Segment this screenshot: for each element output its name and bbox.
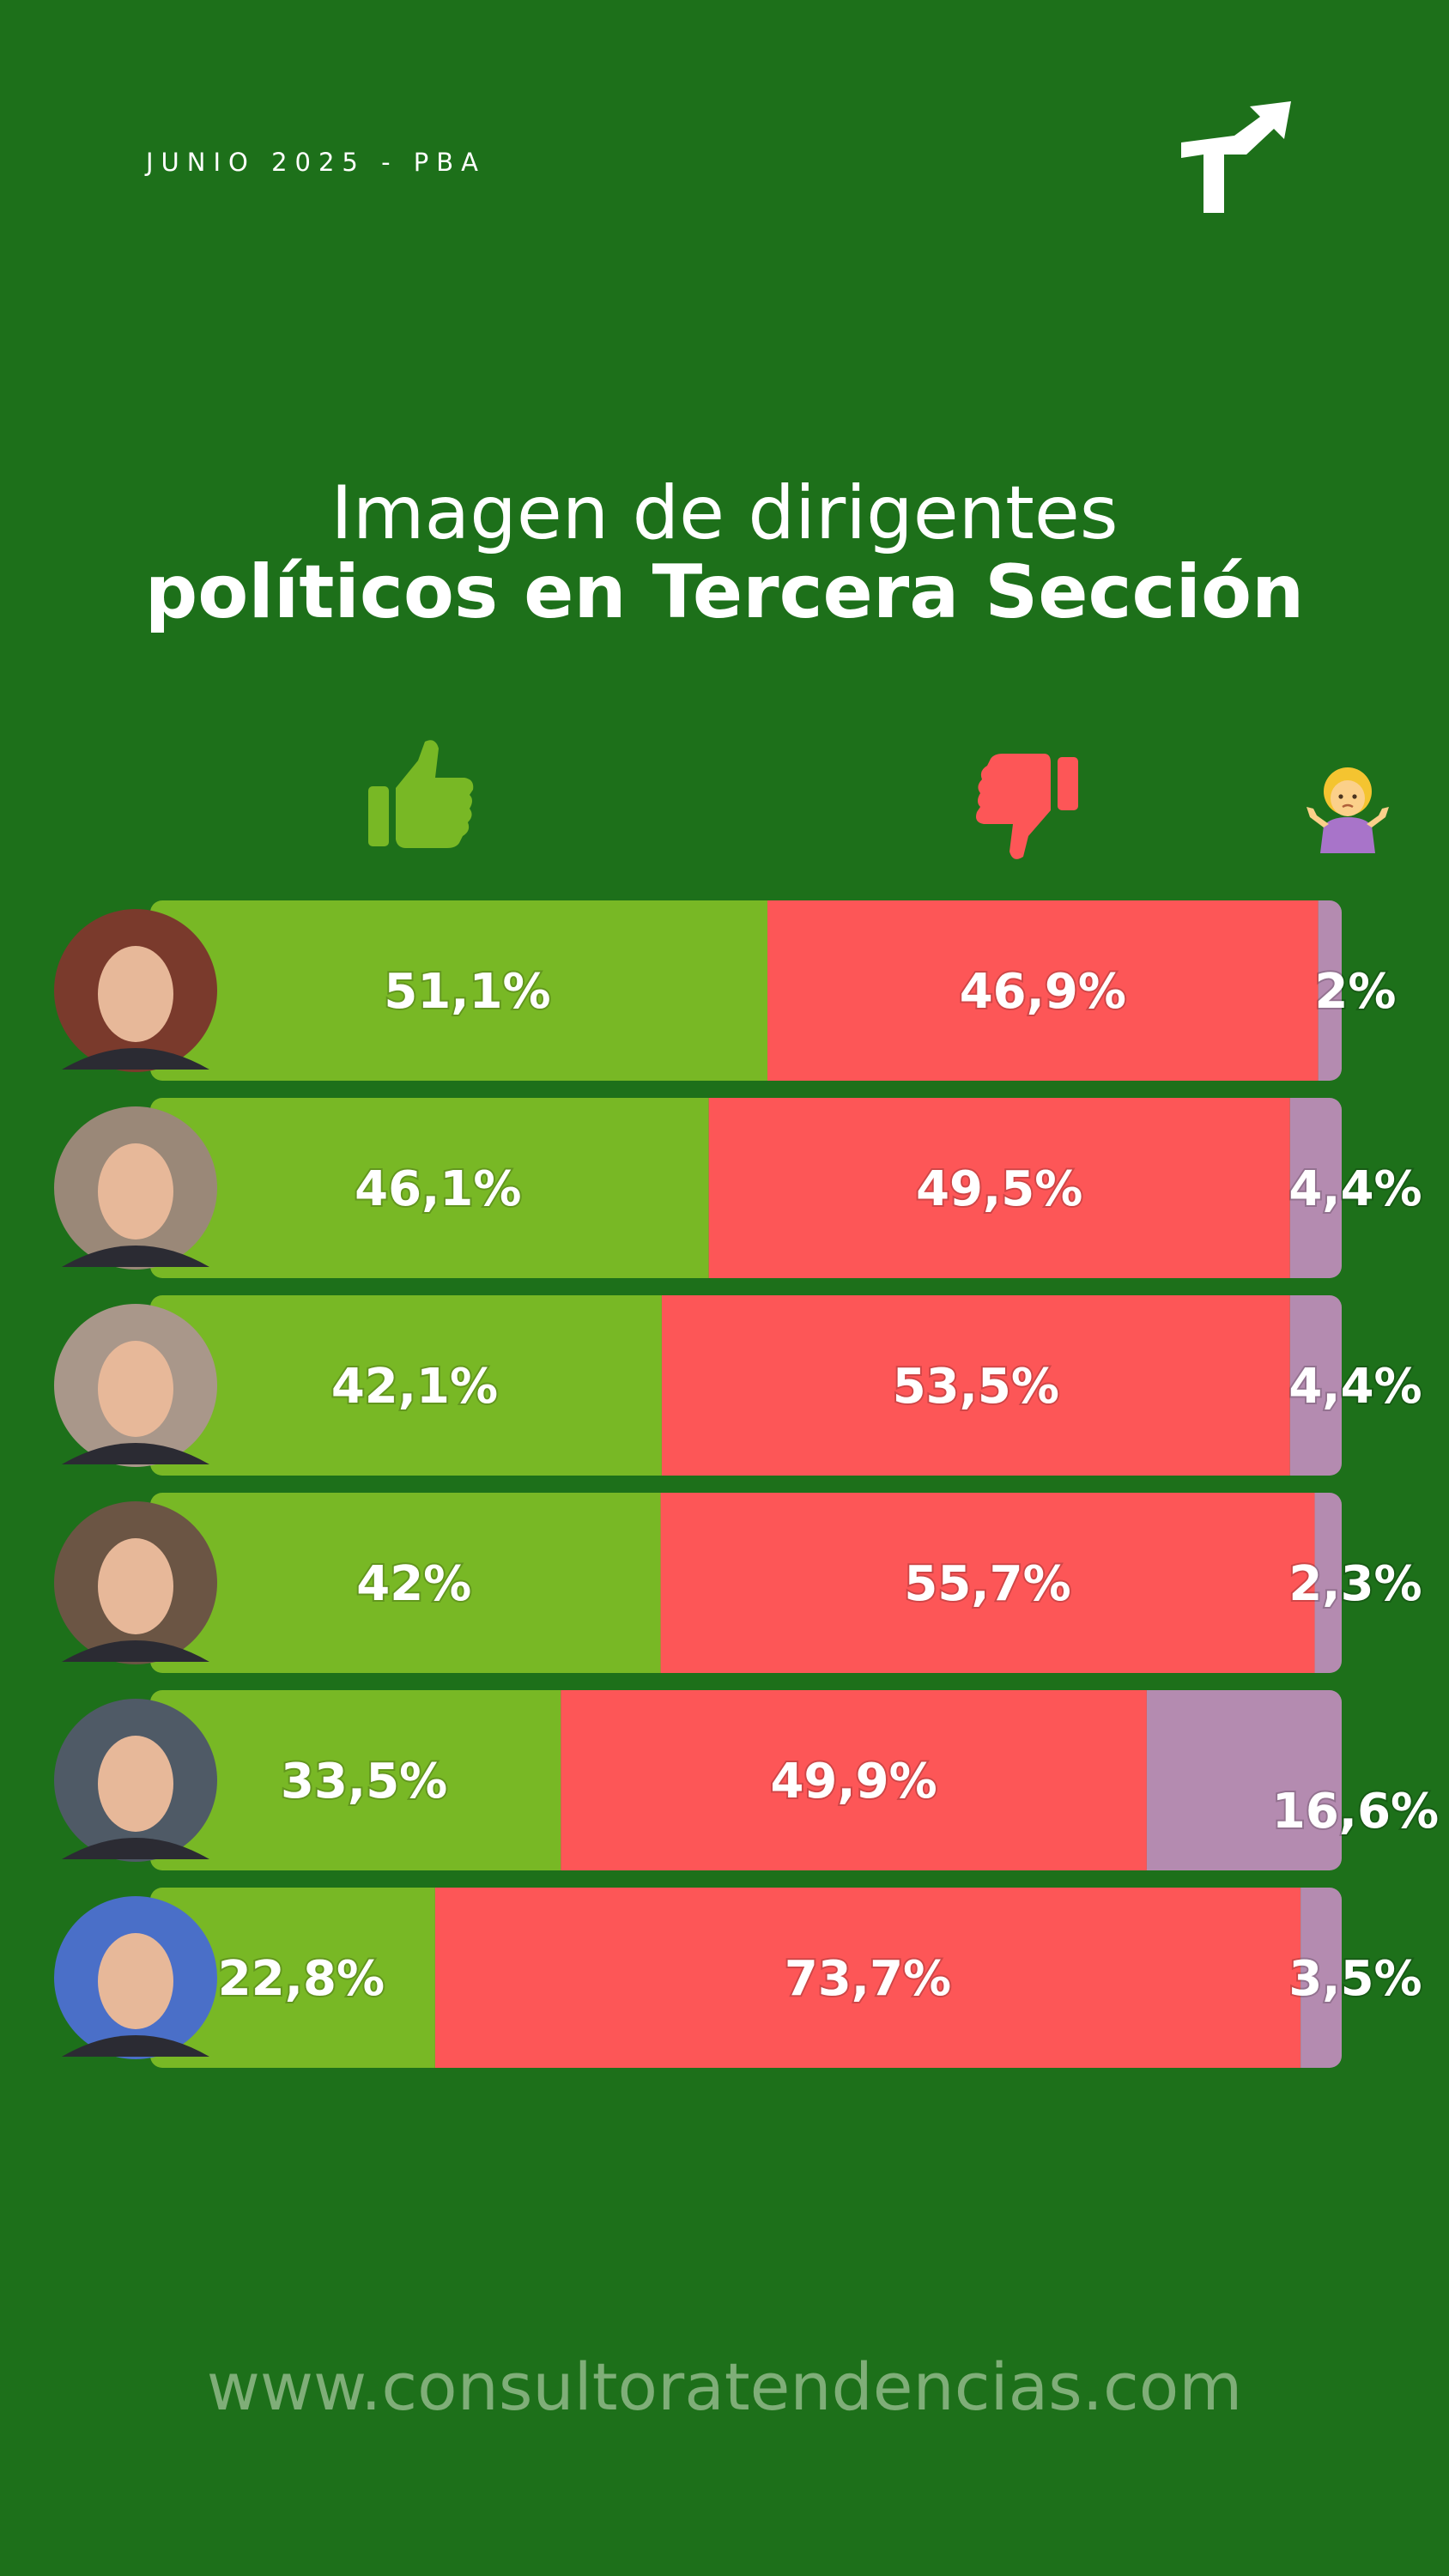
avatar-1 [54,909,217,1072]
bar-unsure-1 [1318,900,1342,1081]
chart-title-line-1: Imagen de dirigentes [330,470,1119,556]
footer-url[interactable]: www.consultoratendencias.com [206,2349,1243,2425]
bar-negative-5 [561,1690,1147,1870]
label-negative-2: 49,5% [916,1161,1082,1217]
bar-unsure-2 [1289,1098,1342,1278]
chart-row-3: 42,1% 53,5% 4,4% [54,1295,1424,1476]
bar-unsure-6 [1300,1888,1342,2068]
avatar-2 [54,1106,217,1270]
bar-positive-1 [150,900,768,1081]
bar-negative-6 [434,1888,1301,2068]
bar-unsure-5 [1146,1690,1342,1870]
label-negative-3: 53,5% [893,1359,1059,1415]
label-unsure-4: 2,3% [1288,1556,1422,1612]
label-positive-2: 46,1% [355,1161,521,1217]
chart-row-6: 22,8% 73,7% 3,5% [54,1888,1424,2068]
label-negative-5: 49,9% [770,1754,937,1809]
label-positive-5: 33,5% [281,1754,447,1809]
tendencias-logo-icon [1181,101,1291,213]
bar-negative-4 [660,1493,1315,1673]
label-unsure-5: 16,6% [1272,1784,1439,1840]
label-positive-1: 51,1% [384,964,550,1020]
header-date: JUNIO 2025 - PBA [146,148,486,177]
label-unsure-6: 3,5% [1288,1951,1422,2007]
label-unsure-1: 2% [1314,964,1396,1020]
label-negative-6: 73,7% [785,1951,951,2007]
chart-row-1: 51,1% 46,9% 2% [54,900,1398,1081]
label-negative-4: 55,7% [904,1556,1070,1612]
label-unsure-2: 4,4% [1288,1161,1422,1217]
bar-positive-4 [150,1493,661,1673]
bar-negative-1 [767,900,1319,1081]
thumbs-down-icon [976,754,1078,859]
bar-negative-3 [661,1295,1290,1476]
chart-row-4: 42% 55,7% 2,3% [54,1493,1424,1673]
bar-positive-2 [150,1098,709,1278]
avatar-6 [54,1896,217,2059]
thumbs-up-icon [368,740,474,848]
bar-negative-2 [708,1098,1290,1278]
label-negative-1: 46,9% [960,964,1126,1020]
chart-row-5: 33,5% 49,9% 16,6% [54,1690,1440,1870]
avatar-4 [54,1501,217,1664]
bar-positive-3 [150,1295,662,1476]
avatar-5 [54,1699,217,1862]
bar-positive-5 [150,1690,561,1870]
bar-unsure-3 [1289,1295,1342,1476]
label-positive-3: 42,1% [331,1359,498,1415]
chart-row-2: 46,1% 49,5% 4,4% [54,1098,1424,1278]
shrug-icon [1307,767,1389,853]
bar-unsure-4 [1314,1493,1342,1673]
avatar-3 [54,1304,217,1467]
chart-title-line-2: políticos en Tercera Sección [144,549,1305,635]
label-positive-4: 42% [356,1556,471,1612]
label-positive-6: 22,8% [218,1951,385,2007]
label-unsure-3: 4,4% [1288,1359,1422,1415]
